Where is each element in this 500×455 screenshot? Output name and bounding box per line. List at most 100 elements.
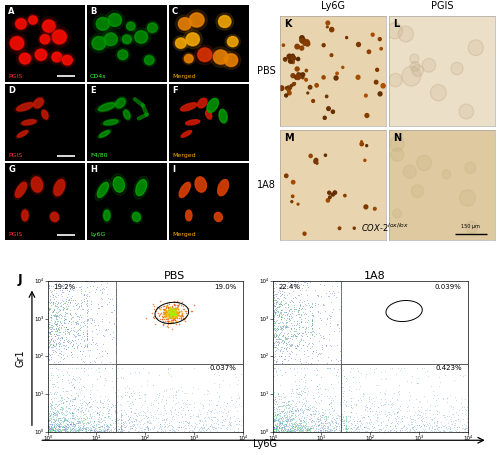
Point bbox=[144, 417, 152, 425]
Point bbox=[325, 408, 333, 415]
Point bbox=[126, 369, 134, 376]
Point bbox=[316, 424, 324, 431]
Point bbox=[282, 321, 290, 329]
Point bbox=[362, 402, 370, 410]
Point bbox=[285, 337, 293, 344]
Point bbox=[76, 290, 84, 297]
Point bbox=[80, 321, 88, 329]
Point bbox=[70, 409, 78, 416]
Point bbox=[321, 418, 329, 425]
Point bbox=[112, 277, 120, 284]
Point bbox=[277, 325, 285, 333]
Circle shape bbox=[184, 54, 194, 63]
Point bbox=[305, 425, 313, 432]
Point bbox=[275, 277, 283, 284]
Point bbox=[135, 422, 143, 430]
Point bbox=[276, 329, 283, 336]
Point bbox=[428, 423, 436, 430]
Point bbox=[312, 372, 320, 379]
Circle shape bbox=[290, 56, 293, 60]
Point bbox=[82, 277, 90, 284]
Point bbox=[51, 411, 59, 418]
Point bbox=[59, 387, 67, 394]
Ellipse shape bbox=[179, 182, 190, 197]
Point bbox=[377, 408, 385, 415]
Point bbox=[270, 416, 278, 424]
Point bbox=[48, 311, 56, 318]
Point bbox=[337, 316, 345, 323]
Point bbox=[275, 319, 283, 326]
Point bbox=[301, 421, 309, 429]
Point bbox=[284, 409, 292, 416]
Point bbox=[67, 421, 75, 428]
Ellipse shape bbox=[50, 211, 60, 223]
Point bbox=[112, 339, 120, 346]
Point bbox=[276, 425, 283, 432]
Point bbox=[302, 426, 310, 433]
Point bbox=[290, 426, 298, 433]
Point bbox=[111, 425, 119, 432]
Point bbox=[300, 403, 308, 410]
Point bbox=[306, 424, 314, 431]
Point bbox=[53, 311, 61, 318]
Point bbox=[62, 397, 70, 404]
Point bbox=[308, 325, 316, 333]
Point bbox=[129, 422, 137, 430]
Point bbox=[362, 428, 370, 435]
Point bbox=[160, 303, 168, 310]
Point bbox=[292, 428, 300, 435]
Point bbox=[370, 423, 378, 430]
Point bbox=[78, 409, 86, 416]
Point bbox=[60, 416, 68, 423]
Point bbox=[290, 398, 298, 405]
Point bbox=[126, 413, 134, 420]
Point bbox=[312, 302, 320, 309]
Point bbox=[67, 326, 75, 334]
Point bbox=[314, 394, 322, 401]
Point bbox=[274, 423, 282, 430]
Point bbox=[288, 408, 296, 415]
Circle shape bbox=[146, 21, 160, 35]
Point bbox=[278, 402, 286, 410]
Point bbox=[60, 284, 68, 292]
Point bbox=[174, 411, 182, 418]
Point bbox=[126, 418, 134, 425]
Point bbox=[136, 418, 143, 425]
Point bbox=[47, 410, 55, 417]
Point bbox=[64, 387, 72, 394]
Point bbox=[98, 360, 106, 368]
Point bbox=[53, 421, 61, 428]
Point bbox=[71, 404, 79, 411]
Point bbox=[154, 315, 162, 322]
Point bbox=[68, 336, 76, 344]
Point bbox=[170, 308, 178, 316]
Point bbox=[70, 425, 78, 432]
Point bbox=[381, 407, 389, 415]
Text: F4/80: F4/80 bbox=[90, 153, 108, 158]
Point bbox=[274, 326, 282, 333]
Point bbox=[305, 402, 313, 409]
Point bbox=[318, 425, 326, 432]
Point bbox=[100, 428, 108, 435]
Point bbox=[302, 372, 310, 379]
Point bbox=[72, 301, 80, 308]
Point bbox=[110, 321, 118, 328]
Point bbox=[403, 407, 411, 415]
Point bbox=[337, 303, 345, 310]
Point bbox=[104, 423, 112, 430]
Point bbox=[53, 426, 61, 434]
Point bbox=[308, 408, 316, 415]
Point bbox=[292, 410, 300, 418]
Point bbox=[270, 388, 278, 395]
Point bbox=[464, 404, 471, 411]
Point bbox=[292, 345, 300, 352]
Point bbox=[408, 428, 416, 435]
Point bbox=[354, 426, 362, 433]
Point bbox=[292, 282, 300, 289]
Point bbox=[294, 407, 302, 414]
Point bbox=[105, 410, 113, 417]
Point bbox=[170, 308, 177, 315]
Point bbox=[47, 288, 55, 295]
Point bbox=[291, 342, 299, 349]
Point bbox=[394, 408, 402, 415]
